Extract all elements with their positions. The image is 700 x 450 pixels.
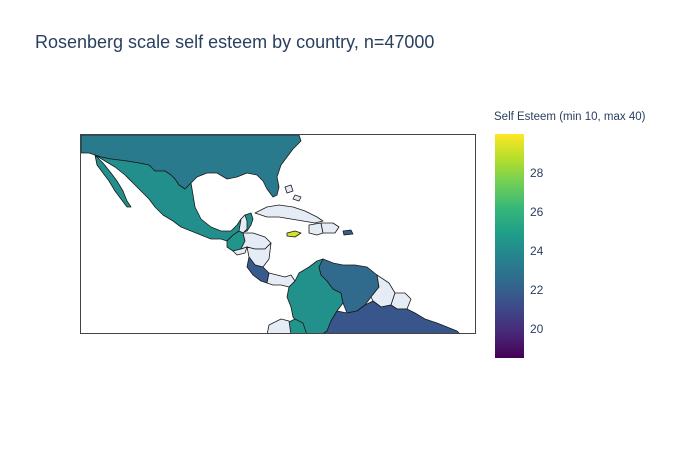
country-ecuador[interactable] (286, 318, 307, 334)
colorbar-tick: 22 (530, 282, 544, 297)
choropleth-map[interactable] (80, 134, 476, 334)
country-mexico-baja[interactable] (94, 154, 132, 208)
country-jamaica[interactable] (286, 230, 302, 238)
country-dominican-republic[interactable] (320, 222, 340, 234)
country-panama[interactable] (266, 272, 296, 288)
country-brazil[interactable] (321, 300, 461, 334)
country-puerto-rico[interactable] (342, 229, 354, 236)
chart-title: Rosenberg scale self esteem by country, … (35, 32, 435, 52)
colorbar-tick: 28 (530, 165, 544, 180)
colorbar-tick: 20 (530, 321, 544, 336)
country-cuba[interactable] (254, 204, 324, 224)
country-colombia[interactable] (286, 258, 344, 334)
colorbar (495, 134, 524, 358)
country-peru[interactable] (266, 318, 292, 334)
colorbar-title: Self Esteem (min 10, max 40) (494, 111, 646, 123)
colorbar-tick: 26 (530, 204, 544, 219)
country-el-salvador[interactable] (232, 246, 248, 256)
country-honduras[interactable] (240, 232, 272, 250)
country-bahamas-2[interactable] (292, 194, 302, 202)
country-bahamas[interactable] (284, 184, 294, 194)
country-belize[interactable] (238, 214, 248, 234)
colorbar-tick: 24 (530, 243, 544, 258)
country-haiti[interactable] (308, 222, 324, 236)
map-svg (81, 135, 461, 334)
